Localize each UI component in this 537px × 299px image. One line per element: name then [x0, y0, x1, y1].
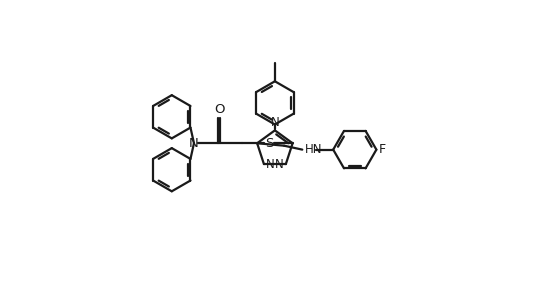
Text: N: N	[189, 137, 199, 150]
Text: HN: HN	[304, 143, 322, 156]
Text: N: N	[271, 116, 279, 129]
Text: O: O	[214, 103, 224, 116]
Text: N: N	[275, 158, 284, 171]
Text: S: S	[265, 137, 273, 150]
Text: F: F	[379, 143, 386, 156]
Text: N: N	[266, 158, 274, 171]
